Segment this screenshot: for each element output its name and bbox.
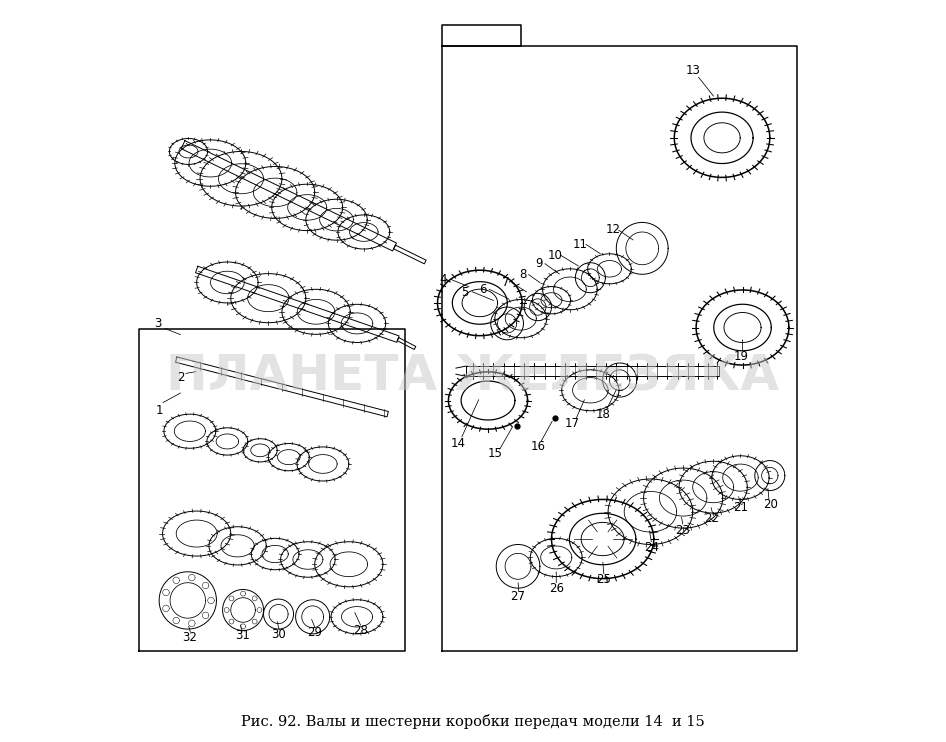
Polygon shape [172, 138, 248, 188]
Text: 13: 13 [686, 65, 701, 77]
Polygon shape [295, 600, 330, 634]
Polygon shape [168, 137, 209, 165]
Text: 4: 4 [439, 273, 447, 286]
Text: 22: 22 [705, 512, 719, 525]
Polygon shape [582, 269, 599, 286]
Polygon shape [762, 467, 778, 484]
Polygon shape [497, 545, 540, 588]
Polygon shape [530, 299, 546, 315]
Text: 32: 32 [183, 631, 198, 644]
Text: 25: 25 [597, 574, 611, 586]
Polygon shape [676, 459, 749, 515]
Polygon shape [197, 150, 285, 208]
Polygon shape [640, 466, 726, 531]
Polygon shape [434, 268, 525, 338]
Text: 14: 14 [450, 437, 465, 450]
Polygon shape [279, 540, 337, 579]
Polygon shape [609, 370, 630, 390]
Text: 29: 29 [307, 626, 323, 639]
Polygon shape [755, 461, 785, 490]
Polygon shape [541, 267, 599, 311]
Text: 5: 5 [461, 286, 468, 298]
Polygon shape [270, 183, 345, 232]
Polygon shape [233, 165, 318, 220]
Text: 17: 17 [565, 416, 580, 430]
Polygon shape [228, 272, 308, 324]
Text: 31: 31 [235, 629, 250, 643]
Text: 16: 16 [531, 440, 545, 453]
Polygon shape [162, 413, 218, 450]
Text: 2: 2 [177, 372, 184, 384]
Polygon shape [671, 96, 773, 180]
Text: Рис. 92. Валы и шестерни коробки передач модели 14  и 15: Рис. 92. Валы и шестерни коробки передач… [241, 714, 705, 729]
Text: 19: 19 [734, 349, 748, 363]
Polygon shape [466, 366, 719, 376]
Polygon shape [222, 589, 264, 631]
Polygon shape [587, 253, 633, 285]
Polygon shape [491, 307, 523, 340]
Polygon shape [329, 599, 385, 635]
Text: 1: 1 [155, 404, 163, 417]
Polygon shape [397, 338, 416, 349]
Polygon shape [264, 599, 293, 629]
Polygon shape [498, 314, 517, 333]
Polygon shape [692, 287, 792, 367]
Polygon shape [505, 554, 531, 580]
Polygon shape [575, 263, 605, 292]
Text: 18: 18 [595, 407, 610, 421]
Polygon shape [176, 357, 389, 417]
Polygon shape [626, 232, 658, 265]
Polygon shape [242, 438, 278, 463]
Polygon shape [524, 293, 552, 321]
Polygon shape [250, 537, 301, 571]
Polygon shape [605, 476, 695, 547]
Polygon shape [312, 540, 385, 588]
Text: 12: 12 [605, 223, 621, 237]
Polygon shape [603, 363, 637, 397]
Polygon shape [267, 442, 310, 472]
Text: 28: 28 [353, 624, 368, 637]
Text: 27: 27 [511, 590, 526, 603]
Polygon shape [195, 260, 260, 304]
Polygon shape [531, 286, 572, 315]
Text: 21: 21 [733, 501, 748, 514]
Polygon shape [560, 368, 621, 412]
Text: 20: 20 [763, 499, 778, 511]
Polygon shape [269, 605, 289, 623]
Polygon shape [280, 288, 353, 336]
Polygon shape [394, 245, 426, 264]
Text: 6: 6 [480, 283, 487, 297]
Polygon shape [446, 370, 531, 431]
Polygon shape [304, 198, 369, 242]
Text: 3: 3 [154, 317, 162, 330]
Text: ПЛАНЕТА ЖЕЛЕЗЯКА: ПЛАНЕТА ЖЕЛЕЗЯКА [166, 352, 780, 401]
Text: 9: 9 [535, 257, 543, 270]
Polygon shape [336, 214, 392, 250]
Text: 23: 23 [675, 524, 690, 536]
Text: 15: 15 [488, 447, 503, 459]
Text: 30: 30 [272, 628, 286, 641]
Polygon shape [529, 537, 584, 578]
Text: 8: 8 [519, 268, 527, 280]
Text: 24: 24 [644, 541, 659, 554]
Polygon shape [710, 454, 771, 501]
Polygon shape [160, 510, 233, 558]
Polygon shape [196, 266, 399, 342]
Polygon shape [548, 496, 657, 582]
Polygon shape [493, 298, 549, 339]
Polygon shape [326, 303, 388, 344]
Polygon shape [295, 446, 351, 482]
Polygon shape [616, 223, 668, 275]
Text: 26: 26 [549, 582, 564, 594]
Polygon shape [205, 427, 249, 456]
Polygon shape [302, 606, 324, 628]
Text: 10: 10 [548, 249, 562, 262]
Polygon shape [159, 572, 217, 629]
Polygon shape [207, 525, 269, 566]
Text: 7: 7 [502, 276, 510, 289]
Polygon shape [181, 141, 396, 251]
Text: 11: 11 [572, 237, 587, 251]
